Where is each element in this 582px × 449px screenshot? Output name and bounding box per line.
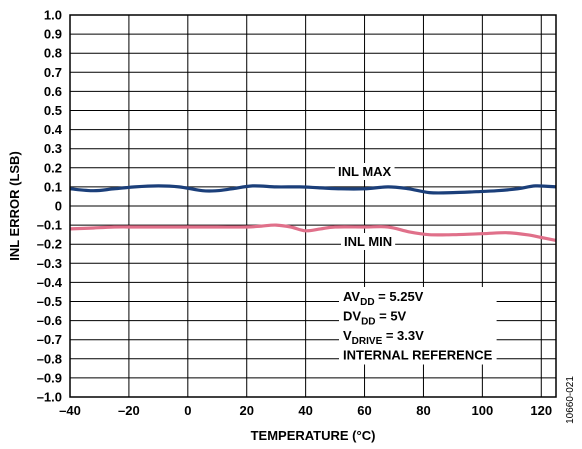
figure-id: 10660-021 [565, 376, 576, 424]
x-tick-label: 60 [357, 403, 371, 418]
y-tick-label: –0.5 [37, 294, 62, 309]
y-tick-labels: 1.0 0.9 0.8 0.7 0.6 0.5 0.4 0.3 0.2 0.1 0 –0.1 –0.2 –… [37, 8, 63, 405]
plot-frame [69, 14, 557, 398]
y-tick-label: –0.4 [37, 275, 63, 290]
y-tick-label: –0.1 [37, 218, 62, 233]
x-tick-label: 0 [184, 403, 191, 418]
x-tick-label: –20 [118, 403, 140, 418]
annotations: INL MAX INL MIN [335, 163, 396, 250]
y-tick-label: –0.2 [37, 237, 62, 252]
y-tick-label: –0.6 [37, 313, 62, 328]
data-series [69, 184, 557, 242]
condition-subscript: DD [360, 297, 374, 308]
condition-symbol: INTERNAL REFERENCE [343, 348, 493, 363]
y-axis-title: INL ERROR (LSB) [7, 151, 22, 261]
series-annotation-inl-min: INL MIN [344, 234, 392, 249]
series-line-inl-max [69, 184, 557, 195]
annotation-bg [341, 233, 396, 250]
x-tick-label: 40 [298, 403, 312, 418]
x-tick-label: 120 [530, 403, 552, 418]
y-tick-label: 0.4 [44, 122, 63, 137]
y-tick-label: –0.9 [37, 370, 62, 385]
y-tick-label: 0.1 [44, 179, 62, 194]
y-tick-label: 0.6 [44, 84, 62, 99]
y-tick-label: –0.3 [37, 256, 62, 271]
x-tick-label: 80 [416, 403, 430, 418]
condition-subscript: DD [361, 317, 375, 328]
x-tick-label: 100 [472, 403, 494, 418]
y-tick-label: 0.5 [44, 103, 62, 118]
condition-value: = 3.3V [382, 328, 424, 343]
condition-line: INTERNAL REFERENCE [343, 348, 493, 363]
condition-symbol: DV [343, 309, 361, 324]
x-axis-title: TEMPERATURE (°C) [251, 428, 376, 443]
conditions-bg [339, 287, 497, 365]
x-tick-label: –40 [59, 403, 81, 418]
condition-value: = 5V [376, 309, 407, 324]
y-tick-label: –0.8 [37, 351, 62, 366]
condition-line: VDRIVE = 3.3V [343, 328, 424, 347]
y-tick-label: 0 [55, 199, 62, 214]
y-tick-label: 0.3 [44, 141, 62, 156]
x-tick-labels: –40 –20 0 20 40 60 80 100 120 [59, 403, 552, 418]
series-annotation-inl-max: INL MAX [338, 164, 392, 179]
condition-symbol: AV [343, 289, 360, 304]
condition-value: = 5.25V [375, 289, 424, 304]
y-tick-label: –0.7 [37, 332, 62, 347]
y-tick-label: 1.0 [44, 8, 62, 23]
annotation-bg [335, 163, 395, 180]
y-tick-label: 0.7 [44, 65, 62, 80]
y-tick-label: 0.9 [44, 27, 62, 42]
condition-subscript: DRIVE [352, 336, 383, 347]
y-tick-label: 0.2 [44, 160, 62, 175]
condition-symbol: V [343, 328, 352, 343]
series-line-inl-min [69, 223, 557, 242]
y-tick-label: –1.0 [37, 390, 62, 405]
condition-line: AVDD = 5.25V [343, 289, 424, 308]
condition-line: DVDD = 5V [343, 309, 407, 328]
y-tick-label: 0.8 [44, 46, 62, 61]
x-tick-label: 20 [239, 403, 253, 418]
